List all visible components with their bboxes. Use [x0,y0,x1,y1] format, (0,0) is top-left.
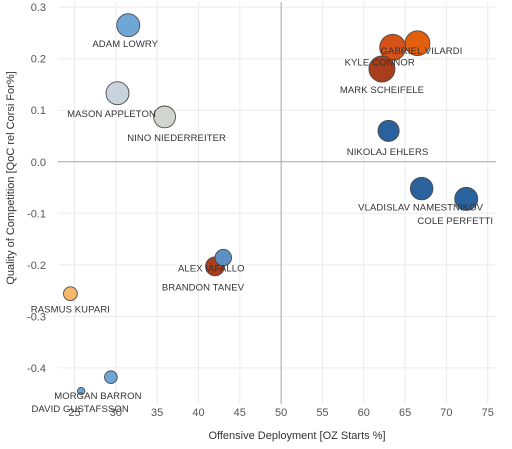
x-tick-label: 75 [482,407,494,419]
y-tick-label: -0.2 [27,260,46,272]
x-tick-label: 25 [68,407,80,419]
x-tick-label: 45 [234,407,246,419]
x-tick-label: 60 [358,407,370,419]
point-labels: ADAM LOWRY MASON APPLETON NINO NIEDERREITE… [31,39,493,415]
y-tick-label: -0.3 [27,311,46,323]
label-nino-niederreiter: NINO NIEDERREITER [127,133,226,144]
y-tick-label: 0.3 [31,2,46,14]
x-axis-title: Offensive Deployment [OZ Starts %] [208,430,385,442]
reference-lines [58,2,496,404]
y-tick-label: 0.2 [31,54,46,66]
y-axis-ticks: 0.3 0.2 0.1 0.0 -0.1 -0.2 -0.3 -0.4 [27,2,46,375]
y-axis-title: Quality of Competition [QoC rel Corsi Fo… [5,71,17,284]
x-axis-ticks: 25 30 35 40 45 50 55 60 65 70 75 [68,407,493,419]
data-points [63,13,479,396]
label-nikolaj-ehlers: NIKOLAJ EHLERS [347,147,429,158]
y-tick-label: 0.0 [31,157,46,169]
label-alex-iafallo: ALEX IAFALLO [178,264,245,275]
label-brandon-tanev: BRANDON TANEV [162,282,245,293]
point-gabriel-vilardi [404,30,431,57]
label-cole-perfetti: COLE PERFETTI [417,216,493,227]
point-morgan-barron [104,370,118,384]
label-kyle-connor: KYLE CONNOR [345,57,415,68]
point-nikolaj-ehlers [377,119,400,142]
x-tick-label: 55 [316,407,328,419]
point-cole-perfetti [454,186,479,211]
x-tick-label: 70 [440,407,452,419]
label-mark-scheifele: MARK SCHEIFELE [340,85,424,96]
x-tick-label: 30 [110,407,122,419]
x-tick-label: 65 [399,407,411,419]
label-rasmus-kupari: RASMUS KUPARI [31,305,110,316]
y-tick-label: -0.1 [27,208,46,220]
label-vladislav-namestnikov: VLADISLAV NAMESTNIKOV [358,203,483,214]
x-tick-label: 40 [192,407,204,419]
x-tick-label: 50 [275,407,287,419]
y-tick-label: 0.1 [31,105,46,117]
point-alex-iafallo [214,248,233,267]
point-mark-scheifele [368,55,396,83]
y-tick-label: -0.4 [27,363,46,375]
point-adam-lowry [116,13,141,38]
point-david-gustafsson [77,386,86,396]
label-gabriel-vilardi: GABRIEL VILARDI [381,46,463,57]
label-morgan-barron: MORGAN BARRON [54,391,141,402]
point-vladislav-namestnikov [409,176,434,201]
point-rasmus-kupari [63,286,78,302]
label-mason-appleton: MASON APPLETON [67,109,156,120]
label-david-gustafsson: DAVID GUSTAFSSON [31,404,128,415]
label-adam-lowry: ADAM LOWRY [92,39,158,50]
point-mason-appleton [105,81,130,106]
x-tick-label: 35 [151,407,163,419]
point-nino-niederreiter [153,105,176,129]
